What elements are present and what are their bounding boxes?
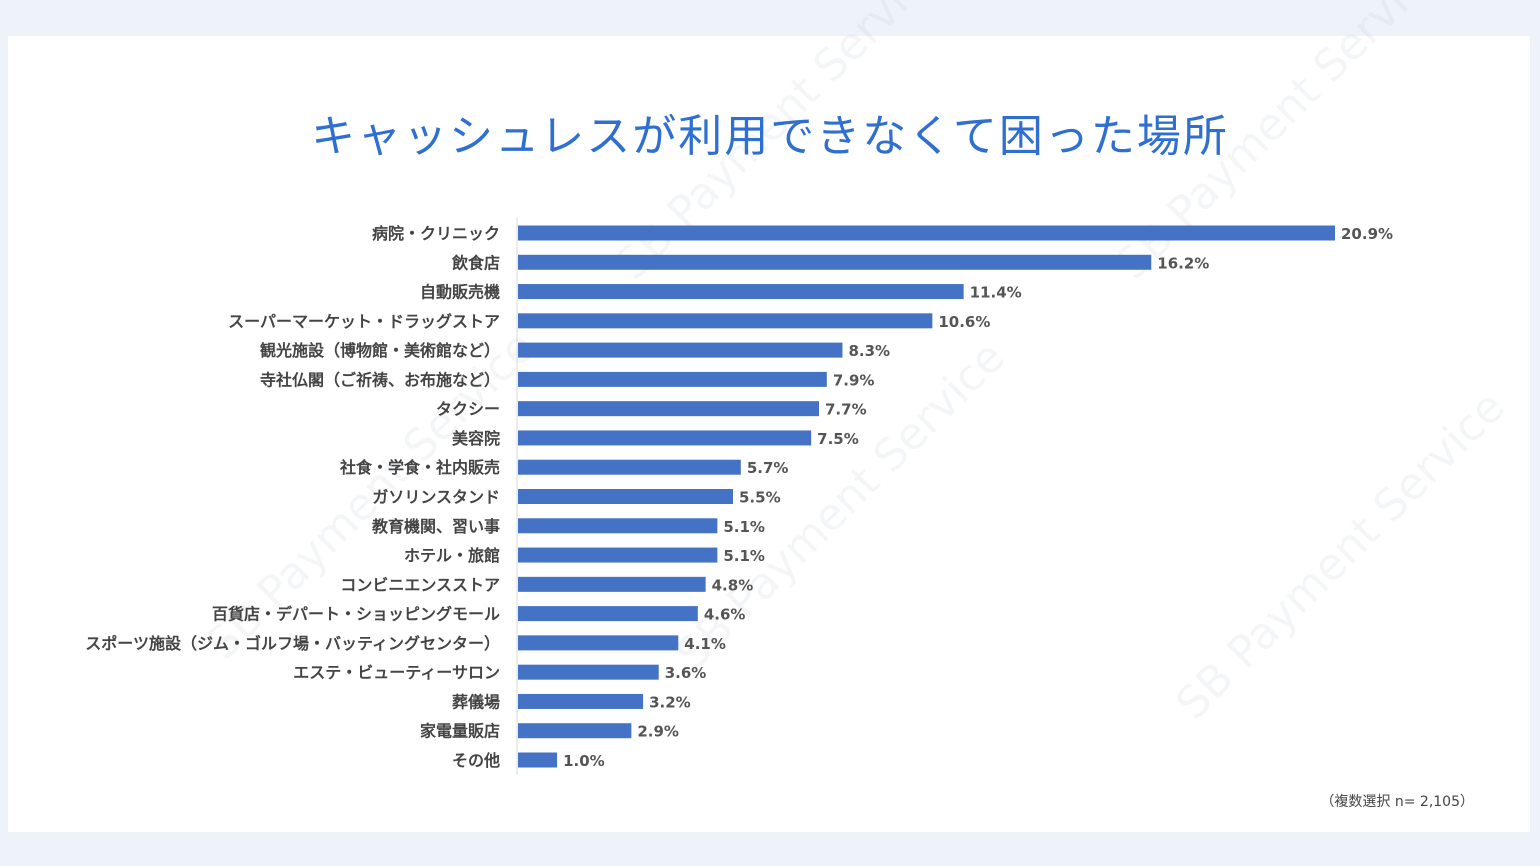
category-label: 美容院 <box>452 429 500 448</box>
bar <box>518 371 827 387</box>
bar <box>518 576 706 592</box>
category-label: 葬儀場 <box>452 692 500 711</box>
category-label: コンビニエンスストア <box>340 575 500 594</box>
bar <box>518 606 698 622</box>
category-label: エステ・ビューティーサロン <box>293 663 500 682</box>
data-label: 20.9% <box>1341 225 1393 243</box>
category-label: 教育機関、習い事 <box>372 517 500 536</box>
bar <box>518 284 964 300</box>
data-label: 5.1% <box>723 547 765 565</box>
category-label: 社食・学食・社内販売 <box>339 458 500 477</box>
data-label: 8.3% <box>848 342 890 360</box>
data-label: 7.5% <box>817 430 859 448</box>
bar <box>518 430 812 446</box>
chart-title: キャッシュレスが利用できなくて困った場所 <box>311 111 1229 162</box>
bar <box>518 225 1335 241</box>
bar <box>518 489 733 504</box>
bar <box>518 254 1152 270</box>
category-label: ホテル・旅館 <box>404 546 500 565</box>
category-label: 飲食店 <box>451 253 500 272</box>
data-label: 5.5% <box>739 489 781 507</box>
bar <box>518 547 718 563</box>
bar <box>518 693 644 709</box>
data-label: 1.0% <box>563 752 605 770</box>
category-label: ガソリンスタンド <box>372 488 500 507</box>
bar <box>518 635 679 651</box>
data-label: 4.6% <box>704 606 746 624</box>
data-label: 7.7% <box>825 401 867 419</box>
sample-note: （複数選択 n= 2,105） <box>1320 794 1474 810</box>
data-label: 2.9% <box>637 723 679 741</box>
bar <box>518 459 741 475</box>
bar <box>518 342 843 358</box>
category-label: 家電量販店 <box>420 722 500 741</box>
bar <box>518 664 659 680</box>
data-label: 3.6% <box>665 664 707 682</box>
data-label: 16.2% <box>1157 254 1209 272</box>
data-label: 5.7% <box>747 459 789 477</box>
bar <box>518 723 632 739</box>
data-label: 5.1% <box>723 518 765 536</box>
category-label: 病院・クリニック <box>372 224 500 243</box>
category-label: 観光施設（博物館・美術館など） <box>260 341 500 360</box>
category-label: タクシー <box>436 400 500 419</box>
category-label: スーパーマーケット・ドラッグストア <box>228 312 500 331</box>
data-label: 7.9% <box>833 371 875 389</box>
data-label: 11.4% <box>970 284 1022 302</box>
bar <box>518 401 819 417</box>
data-label: 4.1% <box>684 635 726 653</box>
category-label: その他 <box>452 751 500 770</box>
bar <box>518 518 718 534</box>
category-label: 自動販売機 <box>420 283 500 302</box>
data-label: 10.6% <box>938 313 990 331</box>
data-label: 4.8% <box>712 576 754 594</box>
category-label: 百貨店・デパート・ショッピングモール <box>212 605 500 624</box>
category-label: 寺社仏閣（ご祈祷、お布施など） <box>260 370 500 389</box>
bar <box>518 752 558 768</box>
category-label: スポーツ施設（ジム・ゴルフ場・バッティングセンター） <box>85 634 500 653</box>
data-label: 3.2% <box>649 693 691 711</box>
bar <box>518 313 933 329</box>
